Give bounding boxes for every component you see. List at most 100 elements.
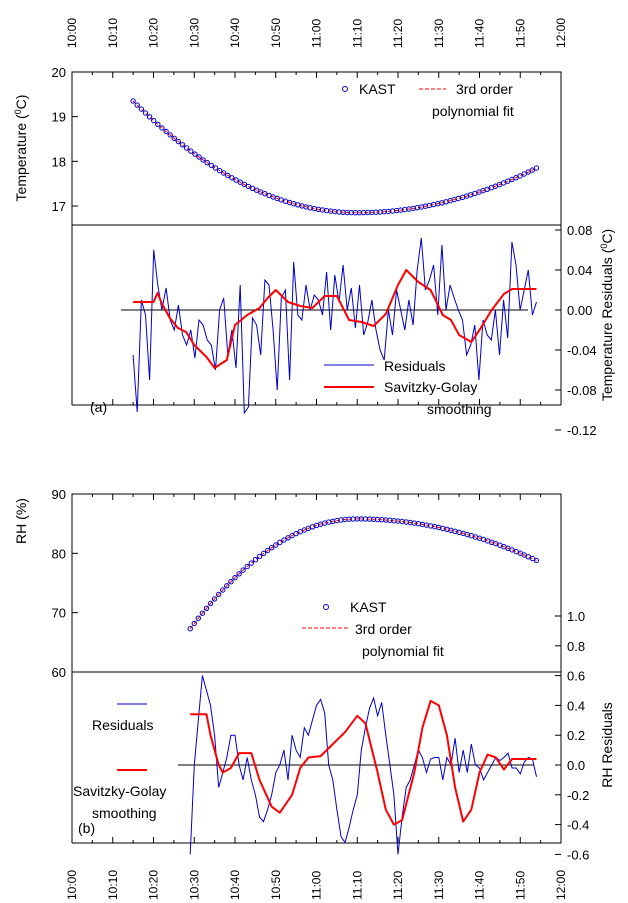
- temperature-kast-point: [212, 165, 219, 171]
- rh-kast-point: [191, 620, 198, 627]
- legend-a-fit-label-line1: 3rd order: [456, 81, 513, 97]
- rh-kast-point: [187, 626, 193, 632]
- y-tick-label: 18: [52, 154, 66, 169]
- rh-kast-point: [195, 615, 202, 621]
- bottom-time-tick-label: 11:10: [350, 871, 364, 900]
- rh-kast-point: [220, 587, 226, 593]
- legend-b-kast-label: KAST: [350, 599, 387, 615]
- rh-residuals-line: [189, 675, 537, 855]
- rh-axis-title: RH (%): [13, 498, 29, 544]
- temperature-residuals-axis: -0.12 -0.08 -0.04 0.00 0.04 0.08: [555, 223, 597, 438]
- temperature-kast-point: [241, 181, 248, 188]
- legend-a-kast-label: KAST: [359, 81, 396, 97]
- rh-kast-point: [244, 563, 250, 570]
- temperature-kast-point: [155, 121, 161, 128]
- rh-kast-point: [260, 550, 267, 557]
- temperature-kast-point: [225, 172, 231, 179]
- rh-kast-point: [203, 605, 210, 611]
- temperature-kast-point: [159, 125, 165, 131]
- panel-b-x-ticks: [71, 494, 562, 843]
- rh-kast-point: [228, 579, 234, 585]
- panel-a-annotation: (a): [90, 399, 107, 415]
- temperature-kast-point: [233, 177, 239, 183]
- temperature-axis: 17 18 19 20: [52, 65, 78, 214]
- rh-kast-point: [273, 542, 279, 548]
- legend-b-residuals-label: Residuals: [92, 717, 153, 733]
- temperature-kast-point: [134, 102, 140, 108]
- temperature-savitzky-golay-series: [133, 269, 537, 369]
- bottom-time-tick-label: 11:20: [391, 871, 405, 900]
- rh-kast-point: [211, 596, 218, 602]
- temperature-kast-points: [130, 98, 540, 216]
- top-time-tick-label: 10:20: [147, 18, 161, 48]
- top-time-tick-labels: 10:00 10:10 10:20 10:30 10:40 10:50 11:00 11:10…: [65, 18, 568, 48]
- top-time-tick-label: 11:50: [513, 19, 527, 48]
- legend-b-fit-label-line1: 3rd order: [355, 621, 412, 637]
- y-tick-label: 60: [52, 665, 66, 680]
- y-tick-label: 0.4: [567, 698, 585, 713]
- rh-kast-point: [207, 600, 214, 607]
- top-time-tick-label: 10:40: [228, 18, 242, 48]
- y-tick-label: -0.12: [567, 423, 597, 438]
- temperature-kast-point: [200, 157, 206, 163]
- y-tick-label: 0.04: [567, 263, 592, 278]
- rh-kast-point: [281, 537, 287, 543]
- bottom-time-tick-label: 11:30: [432, 871, 446, 900]
- rh-kast-point: [224, 583, 230, 589]
- rh-kast-point: [236, 571, 242, 577]
- top-time-tick-label: 11:10: [350, 19, 364, 48]
- rh-savitzky-golay-series: [190, 699, 537, 826]
- rh-axis: 60 70 80 90: [52, 487, 78, 680]
- y-tick-label: 0.2: [567, 728, 585, 743]
- temperature-residuals-series: [132, 237, 537, 415]
- y-tick-label: 0.8: [567, 639, 585, 654]
- legend-a-fit-label-line2: polynomial fit: [432, 103, 514, 119]
- temperature-kast-point: [229, 175, 235, 181]
- rh-kast-point: [277, 539, 283, 546]
- temperature-kast-point: [188, 148, 194, 154]
- bottom-time-tick-label: 10:40: [228, 870, 242, 900]
- rh-kast-point: [264, 547, 271, 554]
- bottom-time-tick-label: 10:50: [269, 870, 283, 900]
- top-time-tick-label: 10:30: [187, 18, 201, 48]
- temperature-kast-point: [196, 154, 202, 160]
- rh-kast-point: [199, 610, 206, 616]
- bottom-time-tick-label: 10:00: [65, 870, 79, 900]
- temperature-kast-point: [204, 160, 210, 166]
- y-tick-label: 80: [52, 546, 66, 561]
- temperature-kast-point: [163, 128, 169, 135]
- rh-kast-points: [187, 516, 540, 632]
- bottom-time-tick-label: 12:00: [554, 870, 568, 900]
- top-time-tick-label: 11:30: [432, 19, 446, 48]
- y-tick-label: -0.08: [567, 383, 597, 398]
- y-tick-label: 19: [52, 110, 66, 125]
- y-tick-label: 0.08: [567, 223, 592, 238]
- top-time-tick-label: 10:10: [106, 18, 120, 48]
- temperature-kast-point: [208, 162, 215, 169]
- bottom-time-tick-label: 11:50: [513, 871, 527, 900]
- panel-b: 10:00 10:10 10:20 10:30 10:40 10:50 11:00 11:10…: [13, 487, 615, 900]
- temperature-axis-title: Temperature (0C): [13, 95, 29, 202]
- legend-a-sg-label-line1: Savitzky-Golay: [384, 379, 477, 395]
- panel-b-top-frame: [71, 493, 562, 673]
- temperature-kast-point: [521, 171, 527, 177]
- rh-kast-point: [240, 567, 246, 573]
- y-tick-label: 70: [52, 606, 66, 621]
- rh-kast-point: [216, 591, 222, 598]
- top-time-tick-label: 10:50: [269, 18, 283, 48]
- legend-b-sg-label-line2: smoothing: [92, 805, 157, 821]
- temperature-kast-point: [237, 179, 243, 185]
- y-tick-label: 0.00: [567, 303, 592, 318]
- temperature-kast-point: [221, 170, 227, 176]
- panel-a: 10:00 10:10 10:20 10:30 10:40 10:50 11:00 11:10…: [13, 18, 615, 438]
- top-time-tick-label: 10:00: [65, 18, 79, 48]
- temperature-kast-point: [171, 135, 178, 142]
- rh-kast-point: [269, 545, 275, 551]
- top-time-tick-label: 12:00: [554, 18, 568, 48]
- panel-b-annotation: (b): [78, 820, 95, 836]
- bottom-time-tick-label: 10:10: [106, 870, 120, 900]
- rh-sg-line: [190, 699, 537, 826]
- y-tick-label: -0.4: [567, 818, 589, 833]
- y-tick-label: 0.6: [567, 669, 585, 684]
